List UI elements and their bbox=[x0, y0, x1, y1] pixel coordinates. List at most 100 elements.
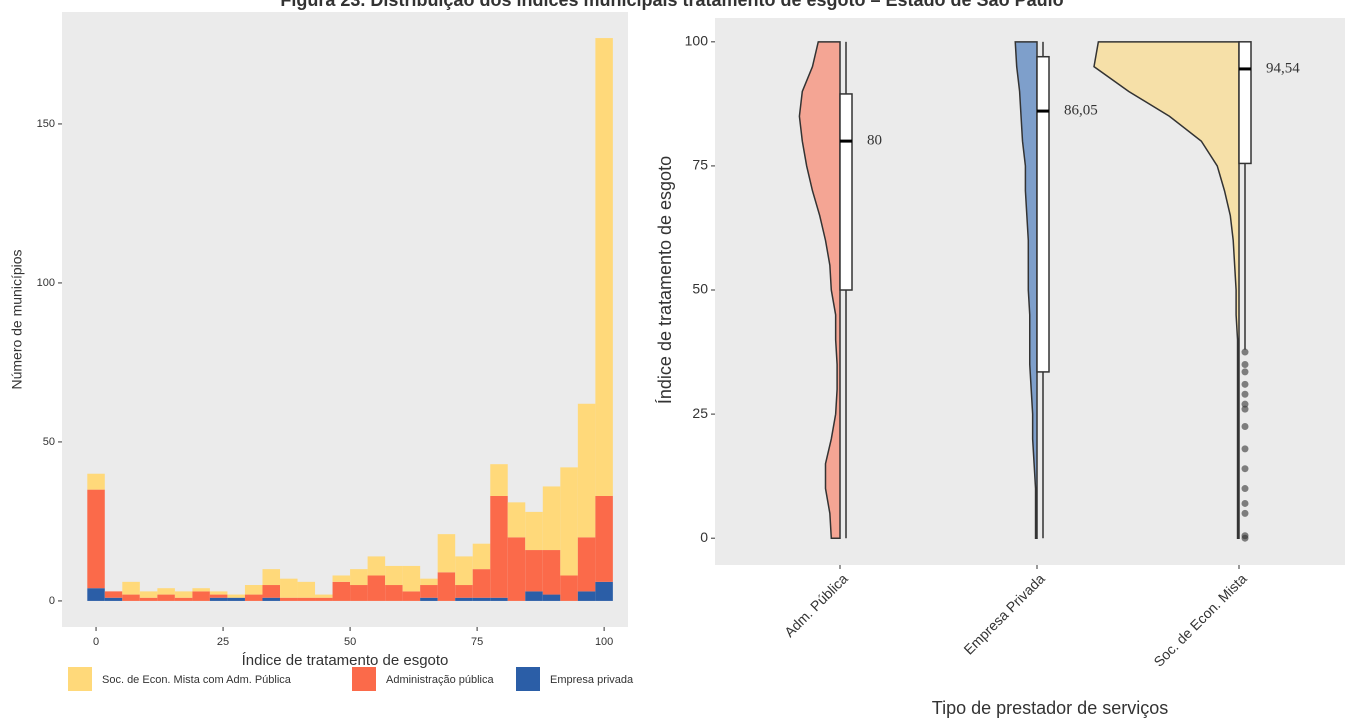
histogram-bar bbox=[227, 594, 245, 598]
histogram-bar bbox=[280, 578, 298, 598]
y-tick-label: 150 bbox=[37, 118, 55, 130]
histogram-bar bbox=[542, 594, 561, 601]
legend-swatch bbox=[352, 667, 376, 691]
violin bbox=[1093, 41, 1240, 539]
histogram-bar bbox=[455, 585, 473, 598]
histogram-bar bbox=[350, 569, 368, 586]
histogram-bar bbox=[402, 565, 421, 592]
histogram-bar bbox=[577, 537, 596, 592]
histogram-bar bbox=[525, 511, 543, 551]
legend-label: Empresa privada bbox=[550, 674, 634, 686]
outlier bbox=[1241, 400, 1249, 408]
histogram-bar bbox=[262, 569, 281, 586]
x-tick-label: 0 bbox=[93, 636, 99, 648]
histogram-bar bbox=[455, 597, 473, 601]
histogram-bar bbox=[385, 585, 403, 601]
histogram-bar bbox=[367, 575, 386, 601]
histogram-bar bbox=[560, 575, 578, 601]
legend-swatch bbox=[68, 667, 92, 691]
histogram-bar bbox=[104, 597, 123, 601]
histogram-bar bbox=[332, 575, 351, 582]
y-tick-label: 0 bbox=[49, 595, 55, 607]
legend-label: Soc. de Econ. Mista com Adm. Pública bbox=[102, 674, 292, 686]
outlier bbox=[1241, 509, 1249, 517]
histogram-bar bbox=[262, 597, 281, 601]
outlier bbox=[1241, 380, 1249, 388]
y-tick-label: 100 bbox=[37, 277, 55, 289]
median-label: 86,05 bbox=[1064, 103, 1098, 119]
histogram-bar bbox=[472, 543, 491, 570]
histogram-bar bbox=[420, 597, 438, 601]
box bbox=[839, 93, 853, 291]
histogram-bar bbox=[87, 489, 105, 589]
histogram-bar bbox=[209, 591, 228, 595]
x-tick-label: Empresa Privada bbox=[960, 570, 1047, 657]
x-tick-label: 50 bbox=[344, 636, 356, 648]
outlier bbox=[1241, 405, 1249, 413]
histogram-bar bbox=[87, 473, 105, 490]
legend-label: Administração pública bbox=[386, 674, 494, 686]
histogram-bar bbox=[542, 486, 561, 551]
histogram-bar bbox=[350, 585, 368, 601]
histogram-bar bbox=[595, 495, 613, 582]
y-tick-label: 0 bbox=[700, 529, 708, 545]
x-axis-title: Índice de tratamento de esgoto bbox=[242, 652, 449, 669]
histogram-bar bbox=[595, 38, 613, 496]
legend-swatch bbox=[516, 667, 540, 691]
outlier bbox=[1241, 423, 1249, 431]
outlier bbox=[1241, 360, 1249, 368]
histogram-bar bbox=[157, 588, 175, 595]
histogram-bar bbox=[315, 594, 333, 598]
histogram-bar bbox=[139, 597, 158, 601]
histogram-bar bbox=[455, 556, 473, 586]
histogram-bar bbox=[192, 588, 210, 592]
histogram-bar bbox=[174, 597, 193, 601]
outlier bbox=[1241, 368, 1249, 376]
histogram-bar bbox=[490, 464, 508, 496]
histogram-bar bbox=[472, 569, 491, 598]
outlier bbox=[1241, 348, 1249, 356]
outlier bbox=[1241, 390, 1249, 398]
histogram-bar bbox=[139, 591, 158, 598]
histogram-bar bbox=[402, 591, 421, 601]
histogram-bar bbox=[542, 550, 561, 595]
histogram-bar bbox=[332, 581, 351, 601]
y-tick-label: 50 bbox=[43, 436, 55, 448]
violin bbox=[1014, 41, 1038, 539]
histogram-bar bbox=[104, 591, 123, 598]
histogram-bar bbox=[297, 597, 316, 601]
box bbox=[1238, 41, 1252, 165]
y-axis-title: Número de municípios bbox=[9, 249, 25, 389]
x-axis-title: Tipo de prestador de serviços bbox=[932, 698, 1168, 718]
y-axis-title: Índice de tratamento de esgoto bbox=[655, 156, 675, 404]
histogram-bar bbox=[577, 403, 596, 538]
histogram-bar bbox=[507, 502, 526, 538]
histogram-bar bbox=[577, 591, 596, 601]
histogram-bar bbox=[122, 594, 140, 601]
x-tick-label: Adm. Pública bbox=[781, 570, 851, 640]
histogram-bar bbox=[209, 597, 228, 601]
histogram-bar bbox=[437, 534, 456, 573]
histogram-bar bbox=[209, 594, 228, 598]
histogram-bar bbox=[595, 581, 613, 601]
y-tick-label: 75 bbox=[692, 157, 708, 173]
y-tick-label: 100 bbox=[685, 33, 709, 49]
histogram-bar bbox=[280, 597, 298, 601]
x-tick-label: 100 bbox=[595, 636, 613, 648]
outlier bbox=[1241, 465, 1249, 473]
violin bbox=[798, 41, 841, 539]
histogram-bar bbox=[297, 581, 316, 598]
outlier bbox=[1241, 499, 1249, 507]
histogram-bar bbox=[525, 591, 543, 601]
median-label: 94,54 bbox=[1266, 60, 1300, 76]
histogram-bar bbox=[420, 578, 438, 586]
histogram-bar bbox=[385, 565, 403, 586]
outlier bbox=[1241, 485, 1249, 493]
histogram-bar bbox=[315, 597, 333, 601]
outlier bbox=[1241, 445, 1249, 453]
y-tick-label: 25 bbox=[692, 405, 708, 421]
histogram-bar bbox=[227, 597, 245, 601]
y-tick-label: 50 bbox=[692, 281, 708, 297]
